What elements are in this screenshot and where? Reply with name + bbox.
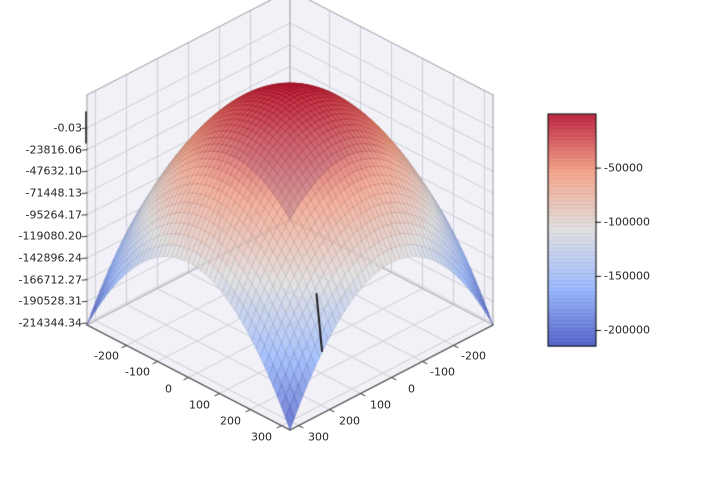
3d-surface-figure: -0.03 -23816.06 -47632.10 -71448.13 -95264.1…	[0, 0, 702, 489]
surface-plot-canvas	[0, 0, 702, 489]
